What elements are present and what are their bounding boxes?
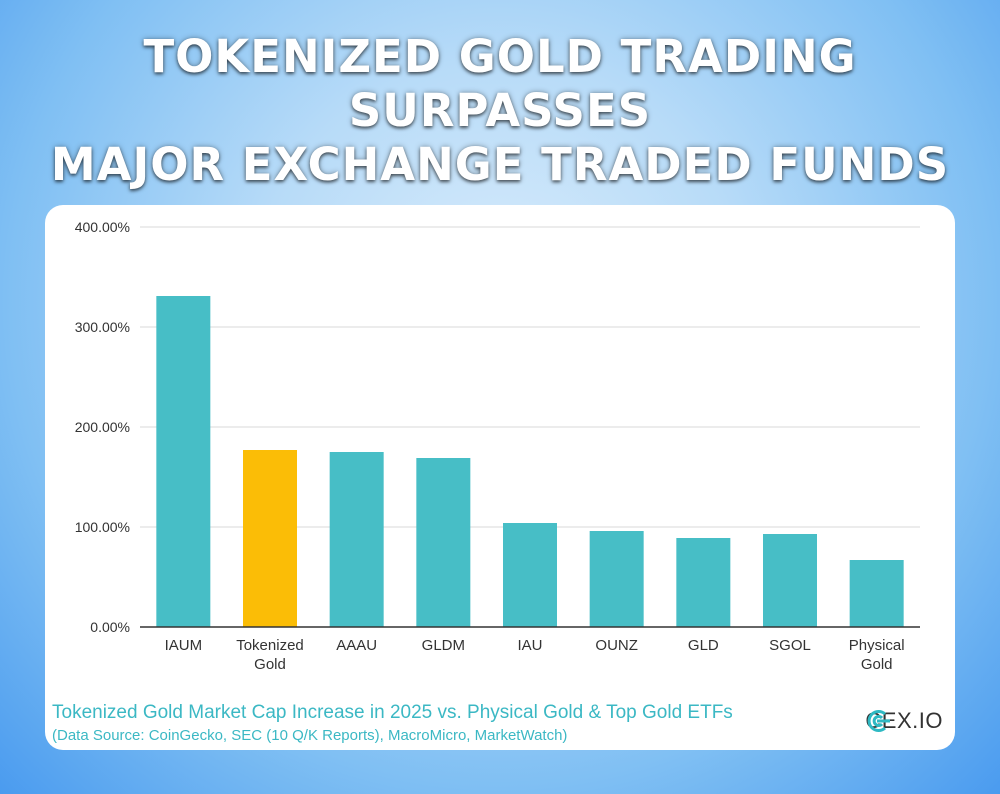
- x-tick-label-line: Gold: [861, 656, 893, 673]
- y-tick-label: 100.00%: [75, 519, 130, 535]
- bar-chart: 0.00% 100.00% 200.00% 300.00% 400.00% IAUM Tok…: [75, 219, 920, 673]
- bar-gld: [676, 538, 731, 627]
- y-tick-label: 300.00%: [75, 319, 130, 335]
- x-tick-label: IAU: [517, 637, 542, 654]
- x-tick-label-line: IAUM: [165, 637, 203, 654]
- title-line-1: TOKENIZED GOLD TRADING SURPASSES: [143, 30, 857, 137]
- x-tick-label-line: GLDM: [422, 637, 465, 654]
- bar-aaau: [329, 452, 384, 627]
- x-tick-label: AAAU: [336, 637, 377, 654]
- chart-card: 0.00% 100.00% 200.00% 300.00% 400.00% IAUM Tok…: [45, 205, 955, 750]
- x-tick-label: Tokenized Gold: [236, 637, 304, 673]
- bar-iau: [503, 523, 557, 627]
- bar-gldm: [416, 458, 471, 627]
- x-tick-label-line: SGOL: [769, 637, 811, 654]
- brand-logo: CEX.IO: [865, 708, 943, 734]
- x-tick-label-line: GLD: [688, 637, 719, 654]
- bar-physical-gold: [849, 560, 904, 627]
- y-tick-label: 400.00%: [75, 219, 130, 235]
- bar-iaum: [156, 296, 211, 627]
- chart-caption: Tokenized Gold Market Cap Increase in 20…: [52, 702, 733, 723]
- bar-sgol: [763, 534, 817, 627]
- x-tick-label-line: Gold: [254, 656, 286, 673]
- y-tick-label: 200.00%: [75, 419, 130, 435]
- x-tick-label: SGOL: [769, 637, 811, 654]
- bar-tokenized-gold: [243, 450, 297, 627]
- x-tick-label-line: AAAU: [336, 637, 377, 654]
- x-tick-label: OUNZ: [595, 637, 638, 654]
- x-tick-label: GLDM: [422, 637, 465, 654]
- x-tick-label: GLD: [688, 637, 719, 654]
- data-source: (Data Source: CoinGecko, SEC (10 Q/K Rep…: [52, 727, 568, 744]
- title-line-2: MAJOR EXCHANGE TRADED FUNDS: [50, 138, 950, 191]
- x-tick-label: IAUM: [165, 637, 203, 654]
- cex-logo-icon: [868, 710, 891, 732]
- x-tick-label-line: IAU: [517, 637, 542, 654]
- bar-ounz: [589, 531, 644, 627]
- page-title: TOKENIZED GOLD TRADING SURPASSES MAJOR E…: [0, 30, 1000, 192]
- y-tick-label: 0.00%: [90, 619, 130, 635]
- x-tick-label-line: Physical: [849, 637, 905, 654]
- x-tick-label: Physical Gold: [849, 637, 905, 673]
- x-tick-label-line: Tokenized: [236, 637, 304, 654]
- x-tick-label-line: OUNZ: [595, 637, 638, 654]
